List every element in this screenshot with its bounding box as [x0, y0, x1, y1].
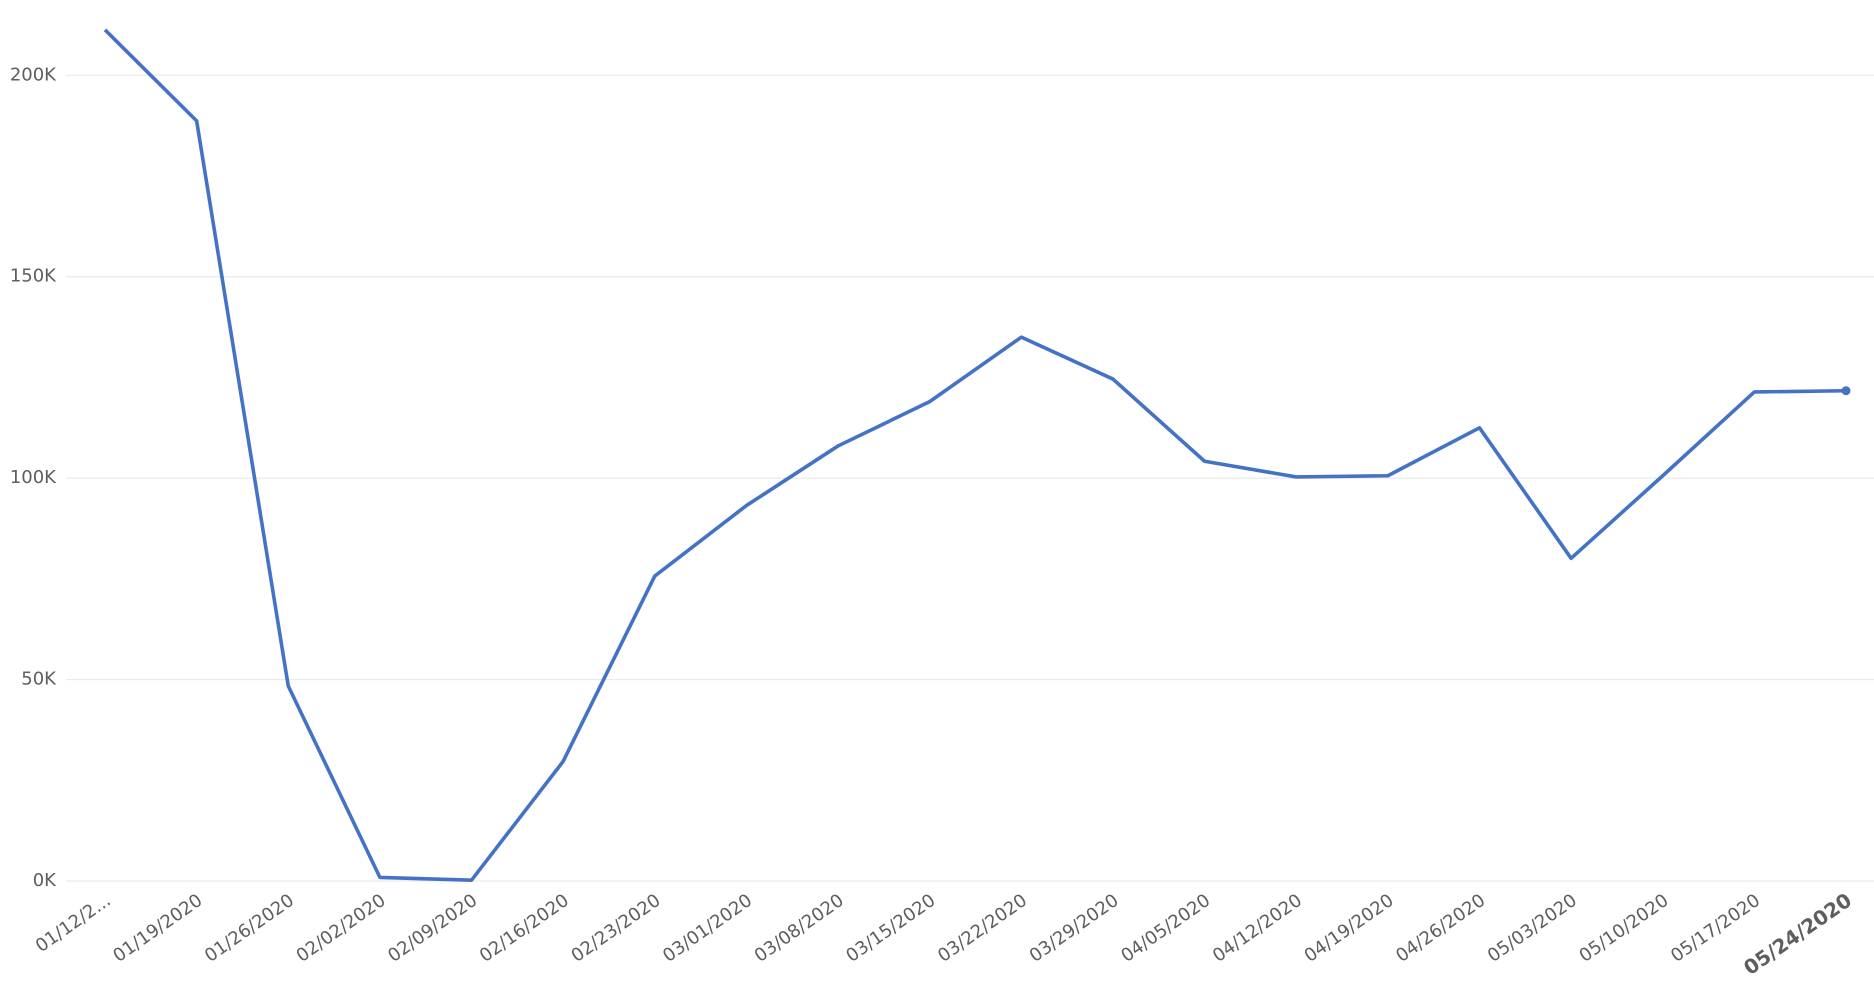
x-tick-label: 03/15/2020	[842, 890, 939, 967]
x-tick-label: 04/12/2020	[1209, 890, 1306, 967]
x-tick-label: 04/26/2020	[1392, 890, 1489, 967]
x-tick-label: 02/02/2020	[293, 890, 390, 967]
x-tick-label: 01/19/2020	[109, 890, 206, 967]
x-tick-label: 05/03/2020	[1484, 890, 1581, 967]
y-tick-label: 50K	[21, 669, 57, 690]
point	[1841, 386, 1851, 396]
x-tick-label: 03/29/2020	[1026, 890, 1123, 967]
x-tick-label: 04/05/2020	[1117, 890, 1214, 967]
y-tick-label: 150K	[10, 266, 57, 287]
y-tick-label: 200K	[10, 64, 57, 85]
x-tick-label: 05/10/2020	[1575, 890, 1672, 967]
x-tick-label: 01/26/2020	[201, 890, 298, 967]
x-tick-label: 02/09/2020	[384, 890, 481, 967]
y-tick-label: 0K	[33, 870, 57, 891]
x-tick-label: 02/16/2020	[476, 890, 573, 967]
x-tick-label: 03/08/2020	[751, 890, 848, 967]
x-tick-label: 02/23/2020	[567, 890, 664, 967]
line	[103, 28, 1847, 882]
x-tick-label: 01/12/2...	[32, 890, 115, 957]
x-tick-label: 03/01/2020	[659, 890, 756, 967]
x-tick-label: 04/19/2020	[1301, 890, 1398, 967]
y-tick-label: 100K	[10, 467, 57, 488]
x-tick-label: 03/22/2020	[934, 890, 1031, 967]
